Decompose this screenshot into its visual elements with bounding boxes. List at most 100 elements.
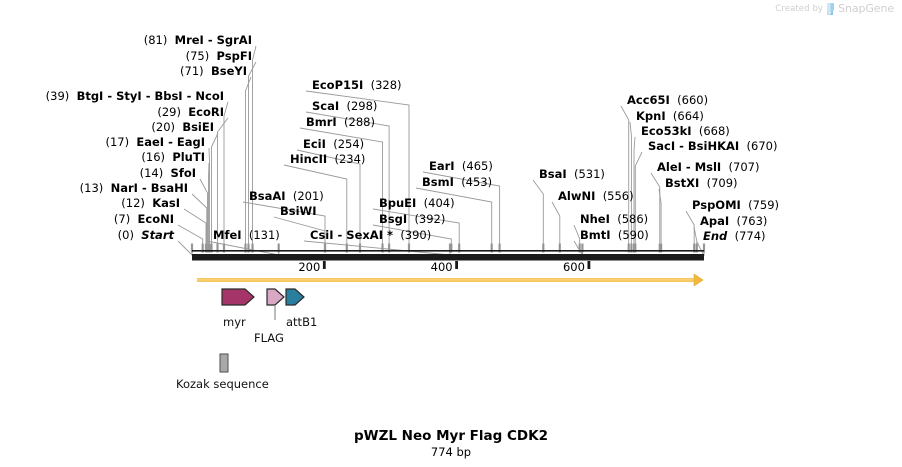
restriction-site-alwni[interactable]: AlwNI (556) (558, 190, 634, 203)
site-backbone-tick (660, 243, 663, 253)
site-enzyme-name[interactable]: SgrAI (216, 33, 252, 47)
restriction-site-pspfi[interactable]: (75) PspFI (0, 50, 252, 63)
restriction-site-scai[interactable]: ScaI (298) (312, 100, 377, 113)
site-enzyme-name[interactable]: NcoI (195, 89, 224, 103)
restriction-site-pspomi[interactable]: PspOMI (759) (692, 199, 779, 212)
site-enzyme-name[interactable]: Acc65I (627, 93, 670, 107)
site-enzyme-name[interactable]: StyI (116, 89, 142, 103)
site-enzyme-name[interactable]: KasI (152, 196, 180, 210)
site-leader-line (199, 178, 208, 250)
site-enzyme-name[interactable]: BbsI (154, 89, 183, 103)
site-enzyme-name[interactable]: BmrI (306, 115, 337, 129)
site-enzyme-name[interactable]: BsiWI (280, 204, 317, 218)
site-enzyme-name[interactable]: EagI (176, 135, 205, 149)
restriction-site-kpni[interactable]: KpnI (664) (636, 110, 704, 123)
restriction-site-ecop15i[interactable]: EcoP15I (328) (312, 79, 402, 92)
restriction-site-econi[interactable]: (7) EcoNI (0, 213, 174, 226)
site-enzyme-name[interactable]: BsiHKAI (687, 139, 740, 153)
restriction-site-eco53ki[interactable]: Eco53kI (668) (641, 125, 730, 138)
restriction-site-bsai[interactable]: BsaI (531) (539, 168, 605, 181)
site-enzyme-name[interactable]: End (703, 229, 728, 243)
restriction-site-apai[interactable]: ApaI (763) (700, 215, 767, 228)
site-backbone-tick (458, 243, 461, 253)
site-enzyme-name[interactable]: BsaHI (150, 181, 188, 195)
site-enzyme-name[interactable]: PspOMI (692, 198, 741, 212)
restriction-site-end[interactable]: End (774) (703, 230, 766, 243)
restriction-site-bsaai[interactable]: BsaAI (201) (249, 190, 324, 203)
site-enzyme-name[interactable]: ApaI (700, 214, 730, 228)
site-enzyme-name[interactable]: PluTI (172, 150, 205, 164)
restriction-site-bstxi[interactable]: BstXI (709) (665, 177, 738, 190)
restriction-site-ecori[interactable]: (29) EcoRI (0, 106, 224, 119)
site-enzyme-name[interactable]: BstXI (665, 176, 700, 190)
site-enzyme-name[interactable]: BsiEI (182, 120, 214, 134)
site-enzyme-name[interactable]: BseYI (210, 64, 247, 78)
restriction-site-eaei[interactable]: (17) EaeI - EagI (0, 136, 205, 149)
site-enzyme-name[interactable]: SacI (648, 139, 676, 153)
site-enzyme-name[interactable]: MslI (694, 160, 722, 174)
site-enzyme-name[interactable]: MfeI (213, 228, 242, 242)
site-enzyme-name[interactable]: BpuEI (379, 196, 417, 210)
site-enzyme-name[interactable]: Eco53kI (641, 124, 692, 138)
restriction-site-bsiwi[interactable]: BsiWI (280, 205, 317, 218)
site-enzyme-name[interactable]: SfoI (170, 166, 196, 180)
restriction-site-eari[interactable]: EarI (465) (429, 160, 493, 173)
site-enzyme-name[interactable]: BmtI (580, 228, 611, 242)
site-enzyme-name[interactable]: KpnI (636, 109, 666, 123)
site-enzyme-name[interactable]: BsaI (539, 167, 567, 181)
restriction-site-btgi[interactable]: (39) BtgI - StyI - BbsI - NcoI (0, 90, 224, 103)
feature-arrow-flag[interactable] (266, 288, 285, 306)
site-enzyme-name[interactable]: EaeI (136, 135, 165, 149)
site-enzyme-name[interactable]: MreI (174, 33, 204, 47)
restriction-site-mrei[interactable]: (81) MreI - SgrAI (0, 34, 252, 47)
site-enzyme-name[interactable]: EciI (303, 137, 326, 151)
restriction-site-bseyi[interactable]: (71) BseYI (0, 65, 247, 78)
site-enzyme-name[interactable]: EarI (429, 159, 455, 173)
site-backbone-tick (323, 243, 327, 253)
restriction-site-bsgi[interactable]: BsgI (392) (379, 213, 445, 226)
site-enzyme-name[interactable]: BtgI (76, 89, 104, 103)
site-enzyme-name[interactable]: AlwNI (558, 189, 596, 203)
site-enzyme-name[interactable]: Start (141, 228, 174, 242)
restriction-site-nari[interactable]: (13) NarI - BsaHI (0, 182, 188, 195)
site-enzyme-name[interactable]: EcoRI (188, 105, 224, 119)
site-enzyme-name[interactable]: BsmI (422, 175, 454, 189)
restriction-site-start[interactable]: (0) Start (0, 229, 174, 242)
site-enzyme-name[interactable]: HincII (290, 152, 328, 166)
site-enzyme-name[interactable]: EcoNI (137, 212, 174, 226)
site-enzyme-name[interactable]: CsiI (310, 228, 334, 242)
feature-arrow-myr[interactable] (221, 288, 255, 306)
restriction-site-sfoi[interactable]: (14) SfoI (0, 167, 196, 180)
site-position: (531) (573, 167, 605, 181)
restriction-site-bmri[interactable]: BmrI (288) (306, 116, 375, 129)
site-enzyme-name[interactable]: PspFI (216, 49, 252, 63)
restriction-site-alei[interactable]: AleI - MslI (707) (657, 161, 759, 174)
restriction-site-acc65i[interactable]: Acc65I (660) (627, 94, 708, 107)
restriction-site-kasi[interactable]: (12) KasI (0, 197, 180, 210)
site-backbone-tick (205, 243, 208, 253)
restriction-site-bsiei[interactable]: (20) BsiEI (0, 121, 214, 134)
site-enzyme-name[interactable]: NarI (110, 181, 138, 195)
site-enzyme-name[interactable]: SexAI * (346, 228, 393, 242)
restriction-site-bpuei[interactable]: BpuEI (404) (379, 197, 455, 210)
restriction-site-csii[interactable]: CsiI - SexAI * (390) (310, 229, 431, 242)
feature-arrow-attb1[interactable] (285, 288, 305, 306)
site-enzyme-name[interactable]: BsaAI (249, 189, 286, 203)
site-position: (453) (461, 175, 493, 189)
restriction-site-ecii[interactable]: EciI (254) (303, 138, 364, 151)
site-enzyme-name[interactable]: AleI (657, 160, 682, 174)
restriction-site-nhei[interactable]: NheI (586) (580, 213, 648, 226)
restriction-site-saci[interactable]: SacI - BsiHKAI (670) (648, 140, 777, 153)
restriction-site-bmti[interactable]: BmtI (590) (580, 229, 649, 242)
restriction-site-hincii[interactable]: HincII (234) (290, 153, 365, 166)
site-enzyme-name[interactable]: ScaI (312, 99, 340, 113)
site-enzyme-name[interactable]: NheI (580, 212, 610, 226)
site-enzyme-name[interactable]: EcoP15I (312, 78, 364, 92)
site-backbone-tick (558, 243, 561, 253)
ruler-tick (455, 261, 458, 269)
site-position: (17) (105, 135, 130, 149)
site-enzyme-name[interactable]: BsgI (379, 212, 408, 226)
restriction-site-bsmi[interactable]: BsmI (453) (422, 176, 492, 189)
restriction-site-mfei[interactable]: MfeI (131) (213, 229, 280, 242)
restriction-site-pluti[interactable]: (16) PluTI (0, 151, 205, 164)
